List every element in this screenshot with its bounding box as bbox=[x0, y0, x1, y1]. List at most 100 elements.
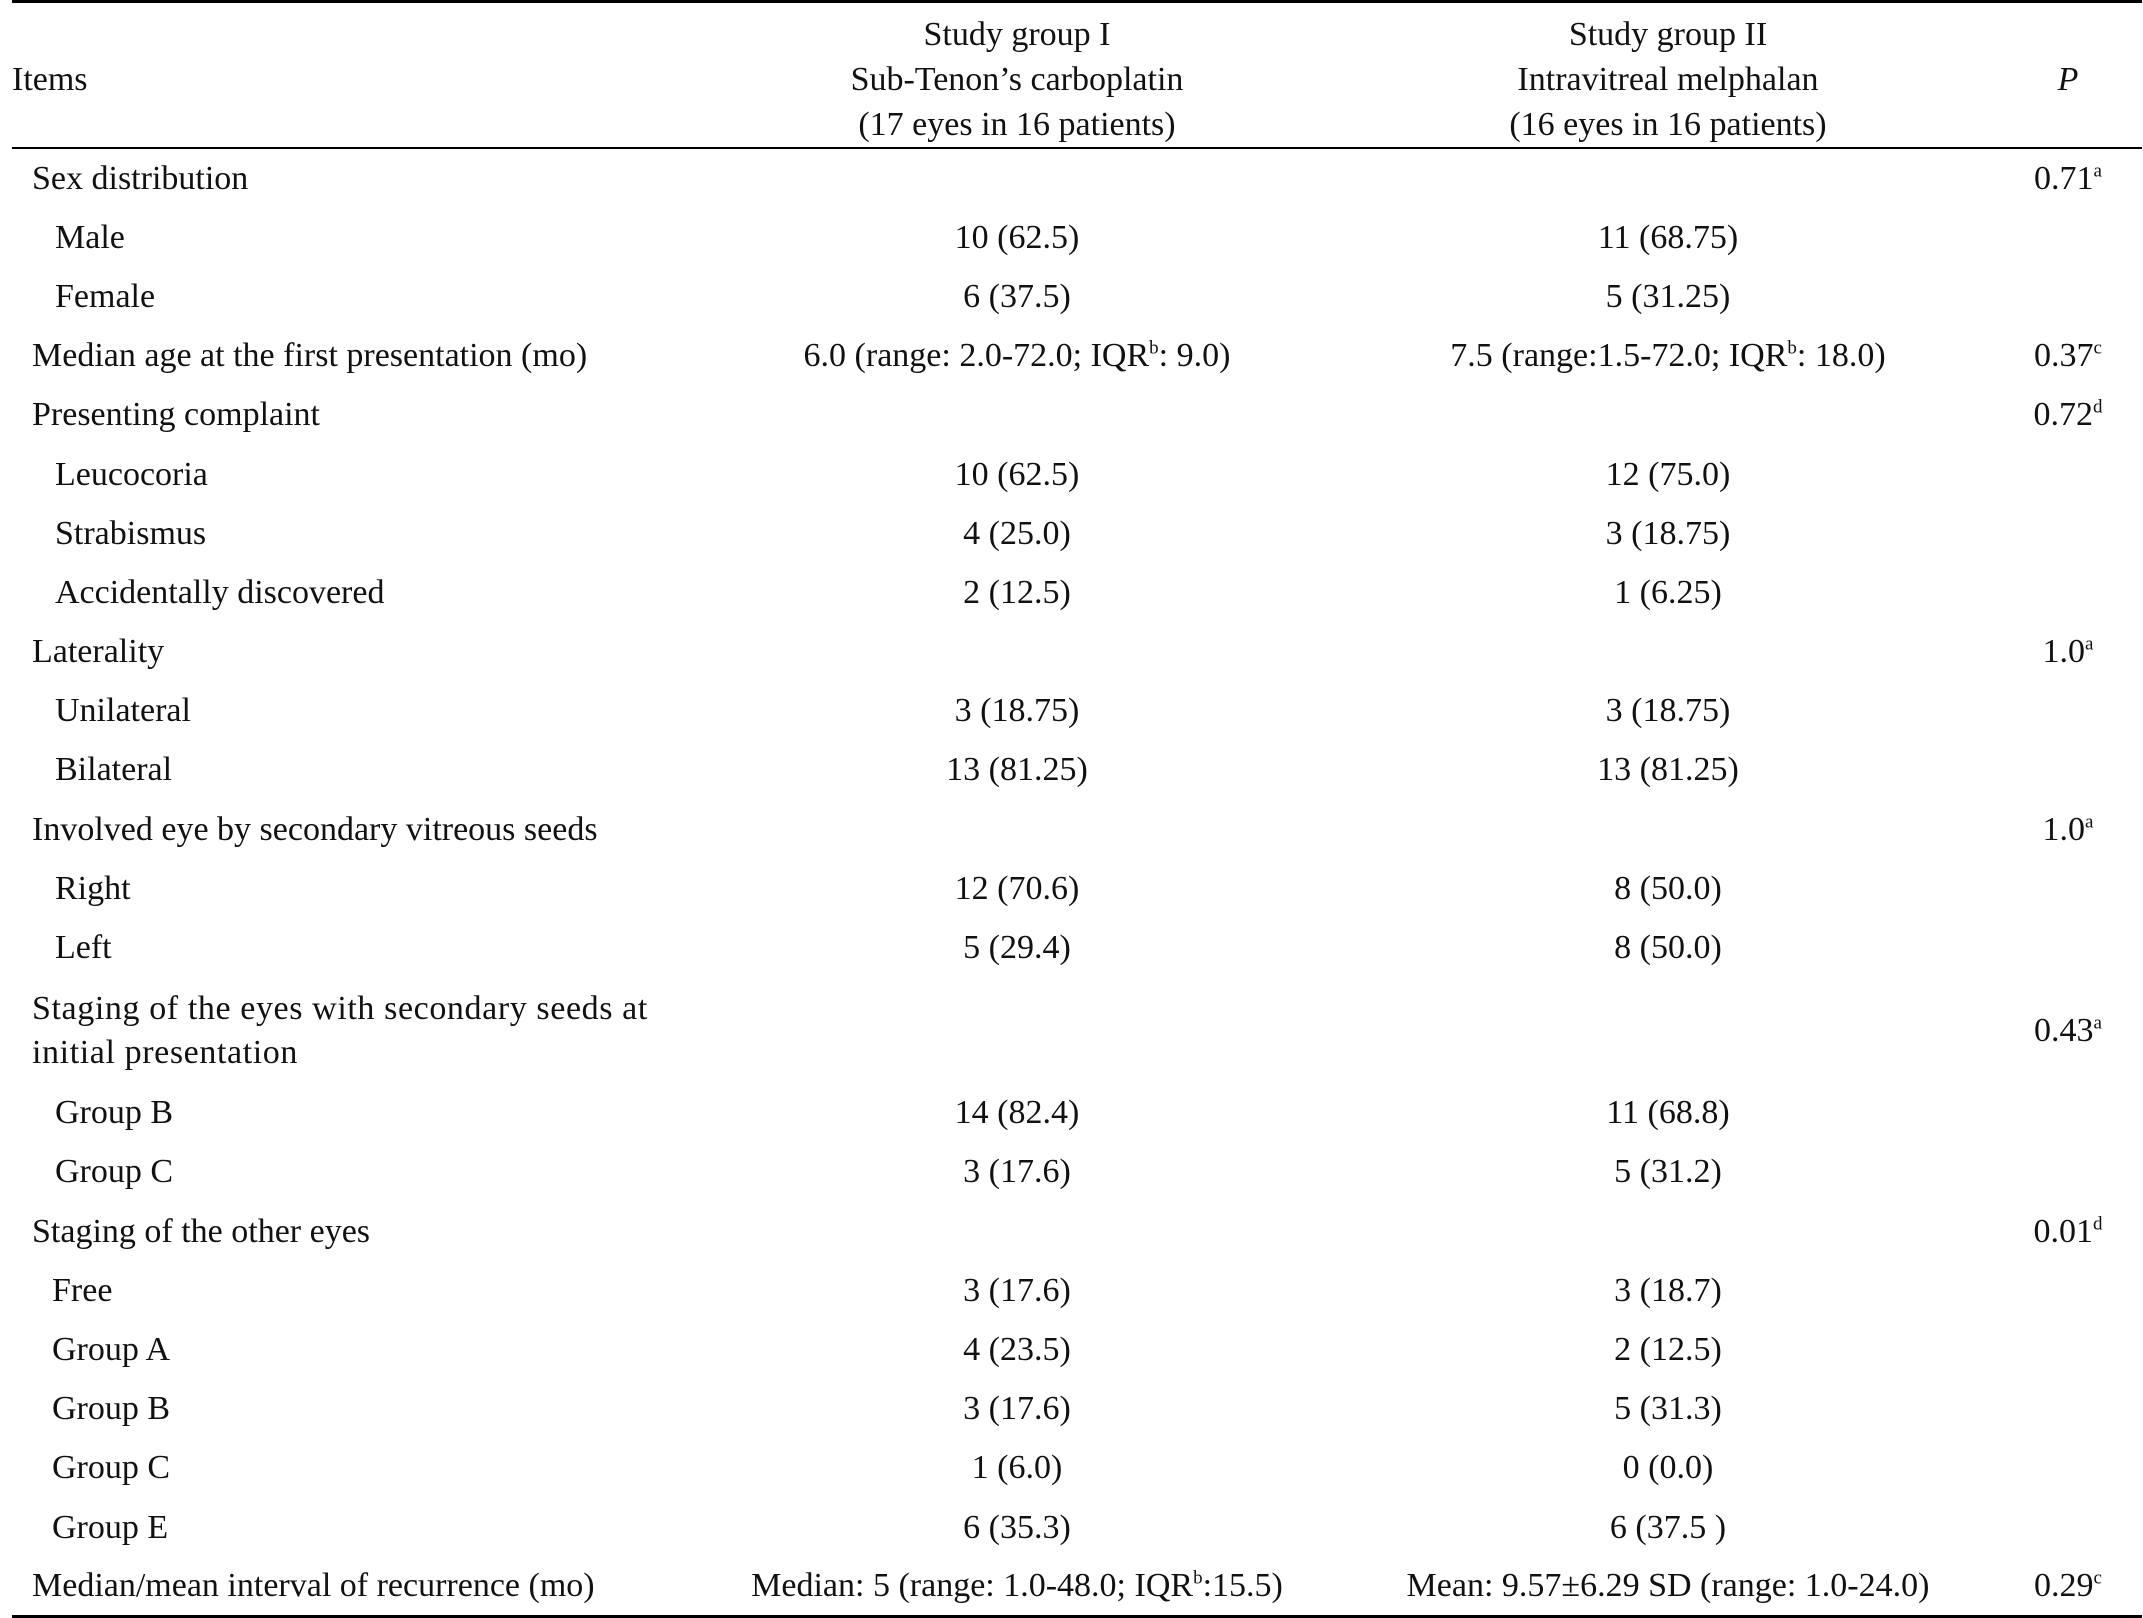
group-2-value bbox=[1342, 978, 1994, 1084]
table-row: Group C 1 (6.0) 0 (0.0) bbox=[12, 1439, 2142, 1498]
table-row: Group B 14 (82.4) 11 (68.8) bbox=[12, 1084, 2142, 1143]
group-2-value: 2 (12.5) bbox=[1342, 1320, 1994, 1379]
row-label: Female bbox=[55, 277, 156, 315]
p-value-number: 0.01 bbox=[2033, 1212, 2094, 1250]
group-1-value: 6 (35.3) bbox=[692, 1498, 1342, 1557]
table-body: Sex distribution 0.71a Male 10 (62.5) 11 (68… bbox=[12, 149, 2142, 1616]
p-value bbox=[1994, 741, 2142, 800]
table-row: Group C 3 (17.6) 5 (31.2) bbox=[12, 1143, 2142, 1202]
header-group-1-line-1: Study group I bbox=[923, 16, 1111, 53]
table-row: Male 10 (62.5) 11 (68.75) bbox=[12, 208, 2142, 267]
group-2-value: 3 (18.7) bbox=[1342, 1261, 1994, 1320]
value-text: 1 (6.25) bbox=[1614, 573, 1722, 611]
group-1-value: 3 (17.6) bbox=[692, 1380, 1342, 1439]
value-text: 3 (18.7) bbox=[1614, 1271, 1722, 1309]
p-value bbox=[1994, 504, 2142, 563]
table-row: Group A 4 (23.5) 2 (12.5) bbox=[12, 1320, 2142, 1379]
p-value bbox=[1994, 859, 2142, 918]
group-1-value: 12 (70.6) bbox=[692, 859, 1342, 918]
footnote-marker: b bbox=[1787, 337, 1797, 359]
row-label: Laterality bbox=[32, 633, 165, 671]
row-label: Unilateral bbox=[55, 692, 191, 730]
group-1-value: 10 (62.5) bbox=[692, 445, 1342, 504]
p-value bbox=[1994, 1498, 2142, 1557]
group-1-value: 3 (17.6) bbox=[692, 1143, 1342, 1202]
value-text: 10 (62.5) bbox=[954, 218, 1080, 256]
group-2-value bbox=[1342, 386, 1994, 445]
value-text: 12 (70.6) bbox=[954, 869, 1080, 907]
group-1-value: 5 (29.4) bbox=[692, 918, 1342, 977]
row-label: Group B bbox=[55, 1094, 174, 1132]
p-value bbox=[1994, 1084, 2142, 1143]
group-2-value: 3 (18.75) bbox=[1342, 682, 1994, 741]
header-group-2-line-3: (16 eyes in 16 patients) bbox=[1509, 106, 1827, 143]
p-value bbox=[1994, 918, 2142, 977]
footnote-marker: c bbox=[2093, 337, 2102, 359]
p-value: 0.72d bbox=[1994, 386, 2142, 445]
group-2-value: 12 (75.0) bbox=[1342, 445, 1994, 504]
row-label: Group E bbox=[52, 1508, 169, 1546]
p-value-number: 0.29 bbox=[2034, 1566, 2094, 1604]
value-text: 13 (81.25) bbox=[1597, 751, 1739, 789]
group-1-value: 4 (25.0) bbox=[692, 504, 1342, 563]
value-text: 5 (31.3) bbox=[1614, 1390, 1722, 1428]
group-2-value: 1 (6.25) bbox=[1342, 563, 1994, 622]
row-label: Group C bbox=[55, 1153, 174, 1191]
table-row: Staging of the other eyes 0.01d bbox=[12, 1202, 2142, 1261]
p-value bbox=[1994, 682, 2142, 741]
baseline-characteristics-table: Items Study group I Sub-Tenon’s carbopla… bbox=[12, 0, 2142, 1618]
row-label: Median age at the first presentation (mo… bbox=[32, 337, 588, 375]
table-row: Presenting complaint 0.72d bbox=[12, 386, 2142, 445]
value-text: 2 (12.5) bbox=[963, 573, 1071, 611]
group-1-value: 6.0 (range: 2.0-72.0; IQRb: 9.0) bbox=[692, 327, 1342, 386]
p-value-number: 0.71 bbox=[2034, 159, 2094, 197]
p-value bbox=[1994, 1380, 2142, 1439]
row-label: Involved eye by secondary vitreous seeds bbox=[32, 810, 598, 848]
value-text: 14 (82.4) bbox=[954, 1094, 1080, 1132]
p-value-number: 0.72 bbox=[2033, 396, 2094, 434]
value-text: 11 (68.75) bbox=[1597, 218, 1739, 256]
row-label: Group A bbox=[52, 1330, 171, 1368]
footnote-marker: c bbox=[2093, 1567, 2102, 1589]
header-p-value: P bbox=[2057, 60, 2079, 98]
value-text: 6 (37.5) bbox=[963, 277, 1071, 315]
row-label: Median/mean interval of recurrence (mo) bbox=[32, 1566, 595, 1604]
p-value bbox=[1994, 1439, 2142, 1498]
table-row: Leucocoria 10 (62.5) 12 (75.0) bbox=[12, 445, 2142, 504]
value-text: 11 (68.8) bbox=[1606, 1094, 1730, 1132]
group-1-value: 10 (62.5) bbox=[692, 208, 1342, 267]
p-value: 0.37c bbox=[1994, 327, 2142, 386]
group-1-value bbox=[692, 149, 1342, 208]
top-rule bbox=[12, 0, 2142, 12]
header-row: Items Study group I Sub-Tenon’s carbopla… bbox=[12, 12, 2142, 148]
footnote-marker: a bbox=[2093, 160, 2102, 182]
row-label: Presenting complaint bbox=[32, 396, 321, 434]
value-text: 10 (62.5) bbox=[954, 455, 1080, 493]
p-value-number: 0.43 bbox=[2034, 1011, 2094, 1049]
group-2-value bbox=[1342, 623, 1994, 682]
group-1-value: 13 (81.25) bbox=[692, 741, 1342, 800]
p-value bbox=[1994, 1320, 2142, 1379]
group-2-value: 8 (50.0) bbox=[1342, 918, 1994, 977]
group-1-value bbox=[692, 978, 1342, 1084]
row-label: Group B bbox=[52, 1390, 171, 1428]
group-1-value: Median: 5 (range: 1.0-48.0; IQRb:15.5) bbox=[692, 1557, 1342, 1616]
value-text: 4 (25.0) bbox=[963, 514, 1071, 552]
value-text: 3 (17.6) bbox=[963, 1153, 1071, 1191]
footnote-marker: b bbox=[1149, 337, 1159, 359]
p-value-number: 1.0 bbox=[2042, 810, 2086, 848]
p-value: 1.0a bbox=[1994, 623, 2142, 682]
group-2-value bbox=[1342, 800, 1994, 859]
header-group-2-line-1: Study group II bbox=[1568, 16, 1768, 53]
group-1-value bbox=[692, 623, 1342, 682]
value-text: 6 (35.3) bbox=[963, 1508, 1071, 1546]
group-2-value: 7.5 (range:1.5-72.0; IQRb: 18.0) bbox=[1342, 327, 1994, 386]
table-row: Staging of the eyes with secondary seeds… bbox=[12, 978, 2142, 1084]
group-1-value: 3 (18.75) bbox=[692, 682, 1342, 741]
footnote-marker: d bbox=[2093, 397, 2103, 419]
group-1-value: 1 (6.0) bbox=[692, 1439, 1342, 1498]
table-row: Group B 3 (17.6) 5 (31.3) bbox=[12, 1380, 2142, 1439]
value-text: 1 (6.0) bbox=[971, 1449, 1063, 1487]
value-text: 3 (18.75) bbox=[954, 692, 1080, 730]
table-row: Sex distribution 0.71a bbox=[12, 149, 2142, 208]
